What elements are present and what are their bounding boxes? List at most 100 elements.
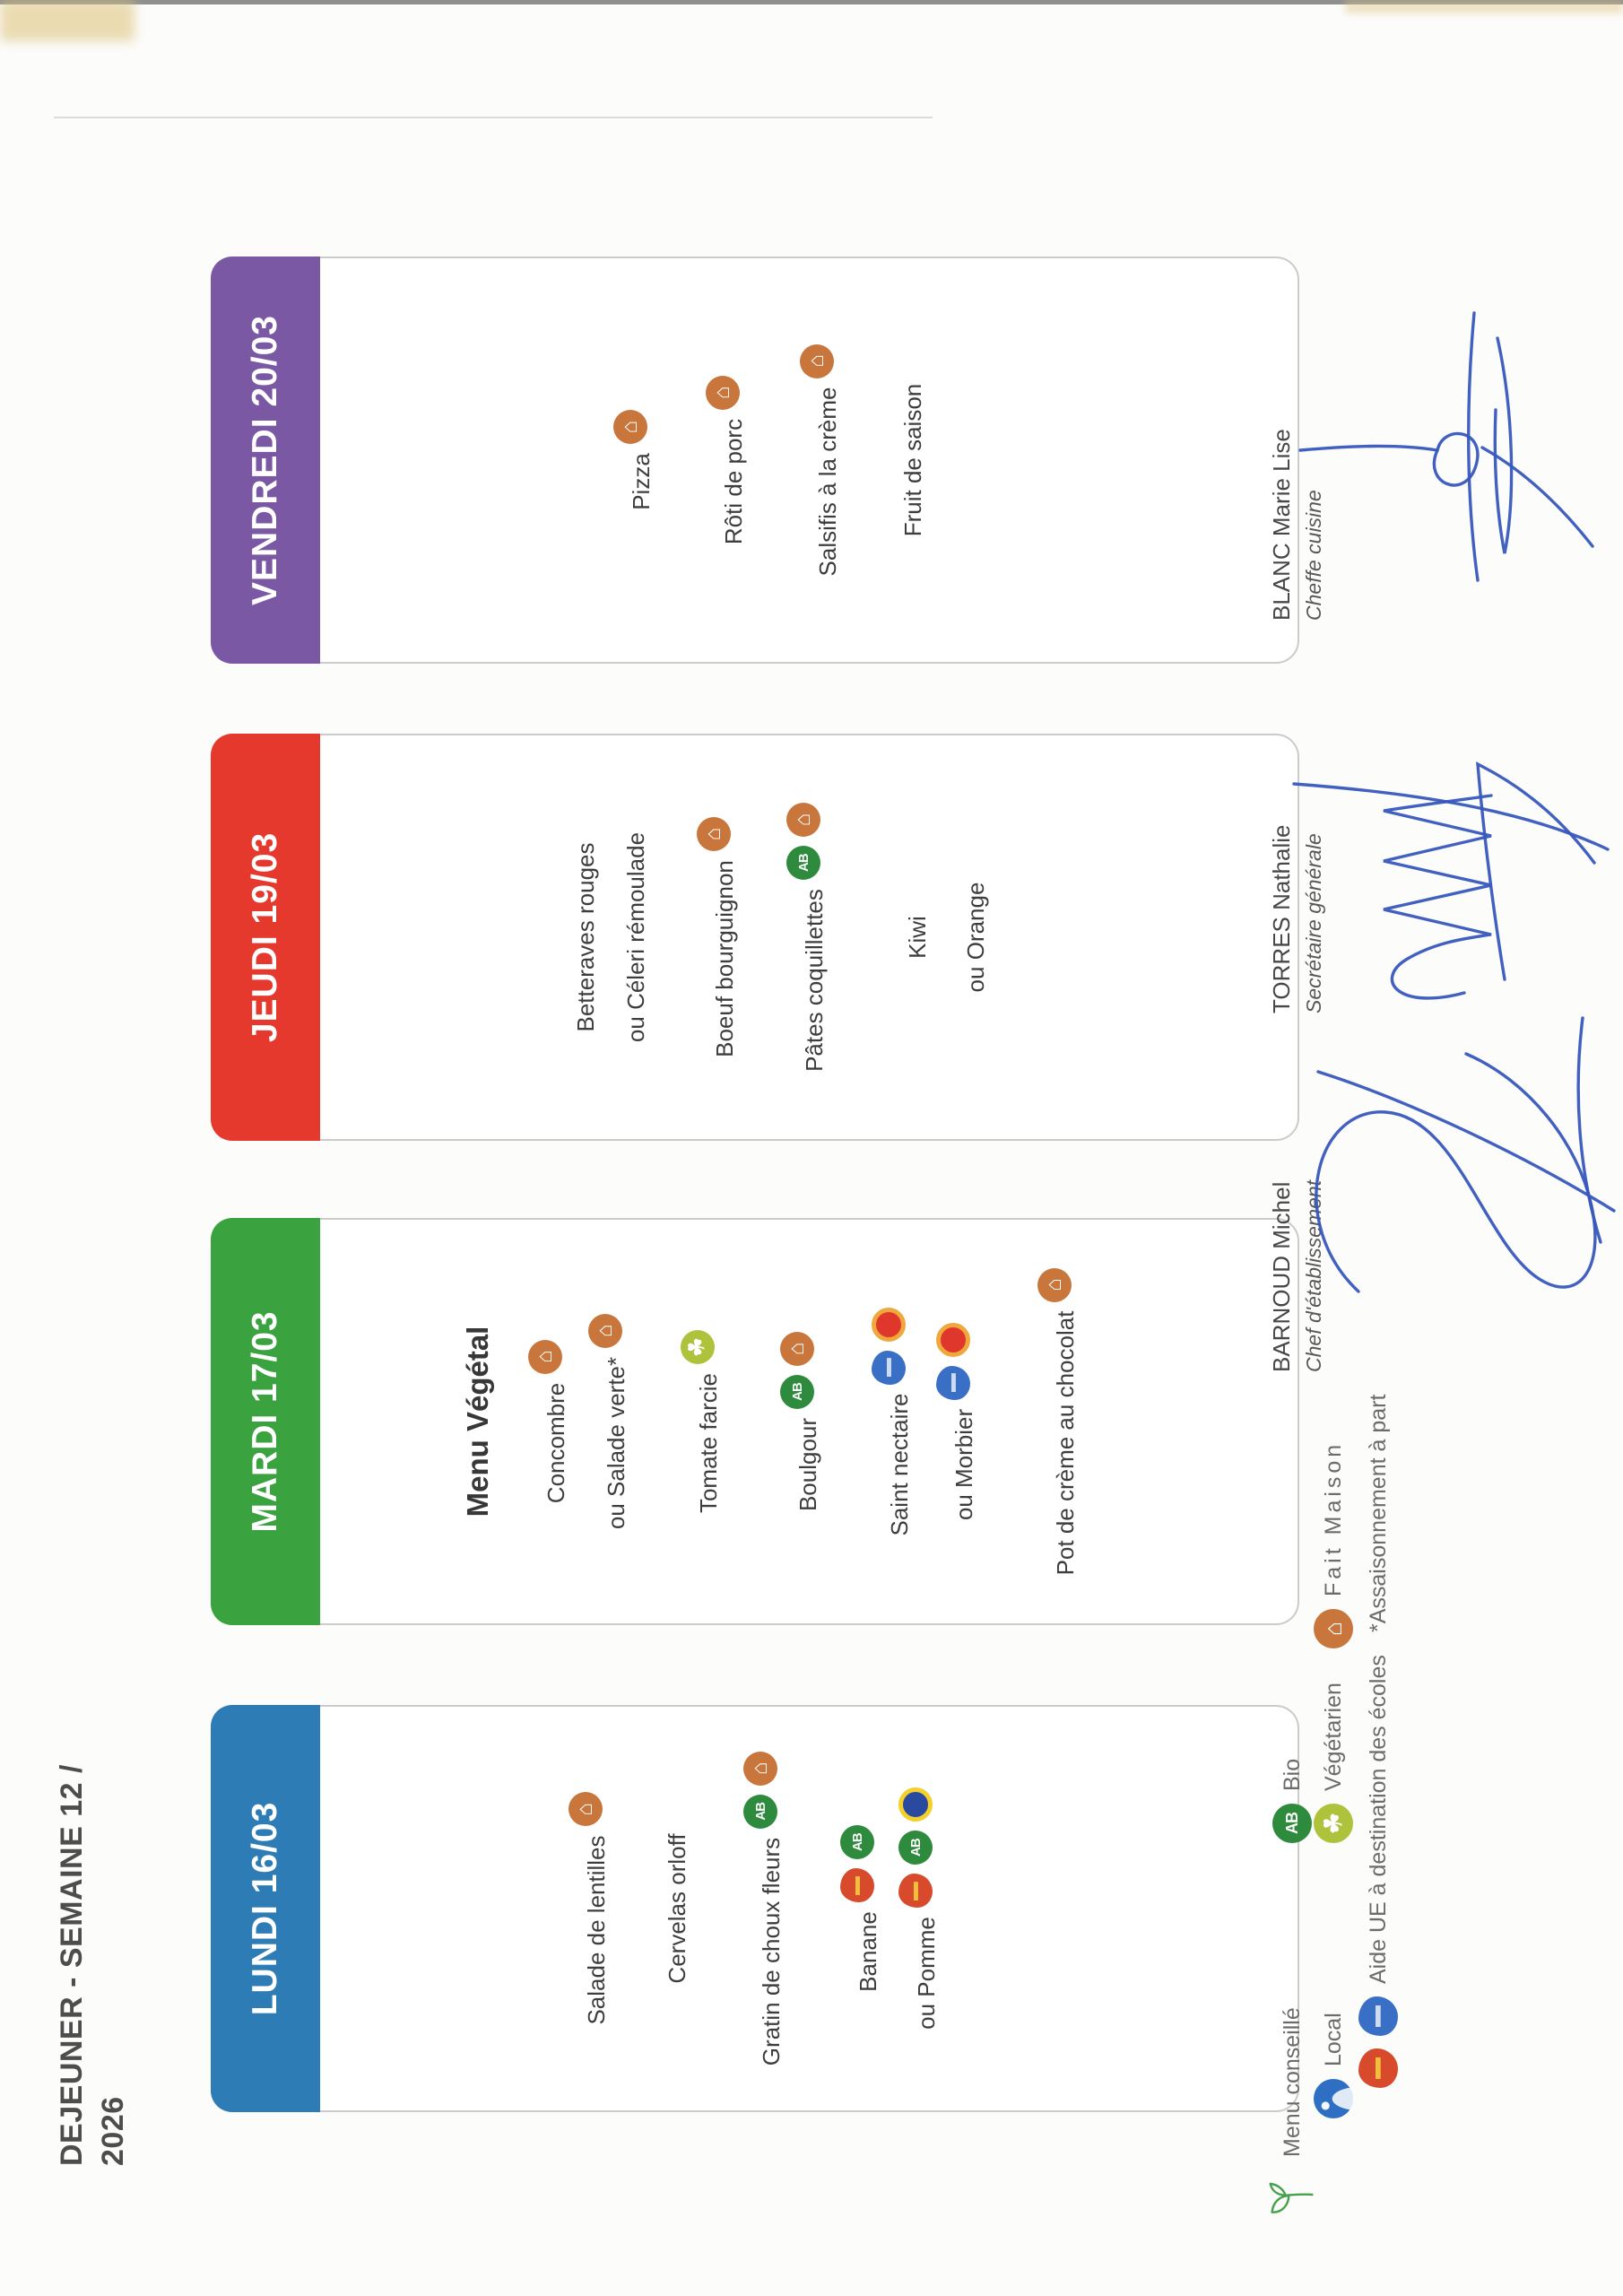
fait-maison-icon: ⌂ bbox=[697, 817, 731, 852]
aop-icon bbox=[872, 1307, 906, 1342]
fait-maison-icon: ⌂ bbox=[1037, 1267, 1072, 1302]
menu-item: ou Orange bbox=[955, 743, 996, 1132]
menu-item-text: Fruit de saison bbox=[898, 383, 926, 537]
legend-label: Local bbox=[1320, 2013, 1346, 2066]
menu-item: Saint nectaire bbox=[872, 1227, 920, 1616]
menu-item: Betteraves rouges bbox=[565, 743, 606, 1132]
menu-item: ou Morbier bbox=[936, 1227, 985, 1616]
menu-item-text: Boulgour bbox=[794, 1417, 821, 1512]
menu-item-text: ou Pomme bbox=[912, 1917, 940, 2030]
eu-blue-icon bbox=[1358, 1996, 1398, 2036]
menu-item: ou Pomme AB bbox=[898, 1714, 947, 2103]
menu-item-text: Kiwi bbox=[903, 916, 931, 959]
day-card-mardi: MARDI 17/03 Menu Végétal Concombre ⌂ ou Sal… bbox=[211, 1218, 1299, 1625]
signature-name-barnoud: BARNOUD Michel bbox=[1268, 1181, 1295, 1372]
day-card-vendredi: VENDREDI 20/03 Pizza ⌂ Rôti de porc ⌂ Salsif… bbox=[211, 257, 1299, 664]
legend-label: *Assaisonnement à part bbox=[1365, 1394, 1391, 1632]
menu-item-text: Menu Végétal bbox=[461, 1326, 494, 1518]
menu-item: Concombre ⌂ bbox=[528, 1227, 577, 1616]
page-title: DEJEUNER - SEMAINE 12 / 2026 bbox=[52, 1764, 134, 2166]
fait-maison-icon: ⌂ bbox=[780, 1331, 814, 1366]
fait-maison-icon: ⌂ bbox=[1314, 1609, 1353, 1648]
menu-item: Pot de crème au chocolat ⌂ bbox=[1037, 1227, 1086, 1616]
fait-maison-icon: ⌂ bbox=[743, 1751, 777, 1786]
menu-item-text: ou Salade verte* bbox=[602, 1356, 629, 1530]
legend-label: Bio bbox=[1279, 1758, 1305, 1791]
menu-item-text: Banane bbox=[854, 1911, 881, 1992]
eu-red-icon bbox=[840, 1868, 874, 1903]
eu-flag-icon bbox=[898, 1787, 933, 1822]
day-items-lundi: Salade de lentilles ⌂ Cervelas orloff Grati… bbox=[213, 1707, 1298, 2110]
page-title-line2: 2026 bbox=[95, 2096, 130, 2166]
menu-item: Cervelas orloff bbox=[656, 1714, 698, 2103]
day-items-vendredi: Pizza ⌂ Rôti de porc ⌂ Salsifis à la crème ⌂ F… bbox=[213, 258, 1298, 662]
menu-item-text: ou Morbier bbox=[950, 1408, 977, 1521]
fait-maison-icon: ⌂ bbox=[588, 1313, 622, 1348]
menu-item: Salsifis à la crème ⌂ bbox=[800, 265, 848, 655]
legend-item: Menu conseillé bbox=[1266, 2007, 1318, 2220]
signature-barnoud-ink bbox=[1315, 1016, 1616, 1293]
vegetarien-icon: ☘ bbox=[1314, 1804, 1353, 1843]
menu-item-text: ou Céleri rémoulade bbox=[621, 831, 649, 1043]
menu-item-text: Concombre bbox=[542, 1382, 569, 1504]
eu-red-icon bbox=[898, 1874, 933, 1909]
page-title-line1: DEJEUNER - SEMAINE 12 / bbox=[55, 1764, 89, 2166]
legend-item: Aide UE à destination des écoles bbox=[1352, 1655, 1404, 2088]
menu-item-text: Pot de crème au chocolat bbox=[1051, 1310, 1079, 1576]
eu-red-icon bbox=[1358, 2048, 1398, 2088]
menu-item-text: ou Orange bbox=[961, 882, 989, 993]
signature-torres-ink bbox=[1292, 761, 1610, 1000]
menu-item: Boeuf bourguignon ⌂ bbox=[697, 743, 745, 1132]
day-card-jeudi: JEUDI 19/03 Betteraves rouges ou Céleri r… bbox=[211, 734, 1299, 1141]
eu-blue-icon bbox=[936, 1365, 970, 1400]
menu-item: Rôti de porc ⌂ bbox=[706, 265, 754, 655]
menu-item: Kiwi bbox=[897, 743, 938, 1132]
sprout-icon bbox=[1269, 2182, 1314, 2213]
menu-item: Fruit de saison bbox=[892, 265, 933, 655]
fait-maison-icon: ⌂ bbox=[613, 410, 647, 445]
menu-item: Pizza ⌂ bbox=[613, 265, 662, 655]
local-icon bbox=[1314, 2079, 1353, 2118]
signature-blanc-ink bbox=[1298, 311, 1594, 582]
bio-icon: AB bbox=[786, 846, 820, 881]
day-items-mardi: Menu Végétal Concombre ⌂ ou Salade verte* ⌂ T… bbox=[213, 1220, 1298, 1623]
menu-item-text: Cervelas orloff bbox=[663, 1833, 690, 1984]
legend-label: Aide UE à destination des écoles bbox=[1365, 1655, 1391, 1984]
menu-item: ou Céleri rémoulade bbox=[615, 743, 656, 1132]
menu-item: Tomate farcie ☘ bbox=[681, 1227, 729, 1616]
bio-icon: AB bbox=[898, 1831, 933, 1866]
vegetarien-icon: ☘ bbox=[681, 1329, 715, 1364]
menu-item-text: Pizza bbox=[627, 453, 655, 510]
legend-label: Végétarien bbox=[1320, 1683, 1346, 1791]
menu-item: Pâtes coquillettes AB ⌂ bbox=[786, 743, 835, 1132]
aop-icon bbox=[936, 1322, 970, 1357]
day-items-jeudi: Betteraves rouges ou Céleri rémoulade Boeu… bbox=[213, 735, 1298, 1139]
menu-item: Banane AB bbox=[840, 1714, 889, 2103]
bio-icon: AB bbox=[1272, 1804, 1312, 1843]
fold-line bbox=[54, 117, 933, 118]
bio-icon: AB bbox=[743, 1794, 777, 1829]
menu-item-text: Tomate farcie bbox=[694, 1372, 722, 1514]
menu-item: ou Salade verte* ⌂ bbox=[588, 1227, 637, 1616]
day-card-lundi: LUNDI 16/03 Salade de lentilles ⌂ Cervelas… bbox=[211, 1705, 1299, 2112]
menu-item-text: Boeuf bourguignon bbox=[710, 860, 738, 1057]
menu-item-text: Salade de lentilles bbox=[582, 1835, 610, 2025]
fait-maison-icon: ⌂ bbox=[568, 1792, 603, 1827]
legend-label: Fait Maison bbox=[1320, 1440, 1346, 1596]
menu-item-text: Rôti de porc bbox=[719, 418, 747, 545]
scan-edge-artifact bbox=[0, 0, 1623, 4]
bio-icon: AB bbox=[780, 1374, 814, 1409]
menu-item: Gratin de choux fleurs AB ⌂ bbox=[743, 1714, 792, 2103]
menu-item: Salade de lentilles ⌂ bbox=[568, 1714, 617, 2103]
legend-item: *Assaisonnement à part bbox=[1352, 1395, 1404, 1632]
menu-item-text: Salsifis à la crème bbox=[813, 387, 841, 577]
legend-label: Menu conseillé bbox=[1279, 2007, 1305, 2157]
fait-maison-icon: ⌂ bbox=[706, 375, 740, 410]
menu-item-text: Betteraves rouges bbox=[571, 842, 599, 1032]
menu-item: Boulgour AB ⌂ bbox=[780, 1227, 829, 1616]
menu-item-text: Pâtes coquillettes bbox=[800, 889, 828, 1072]
menu-section-title: Menu Végétal bbox=[457, 1227, 499, 1616]
eu-blue-icon bbox=[872, 1350, 906, 1385]
